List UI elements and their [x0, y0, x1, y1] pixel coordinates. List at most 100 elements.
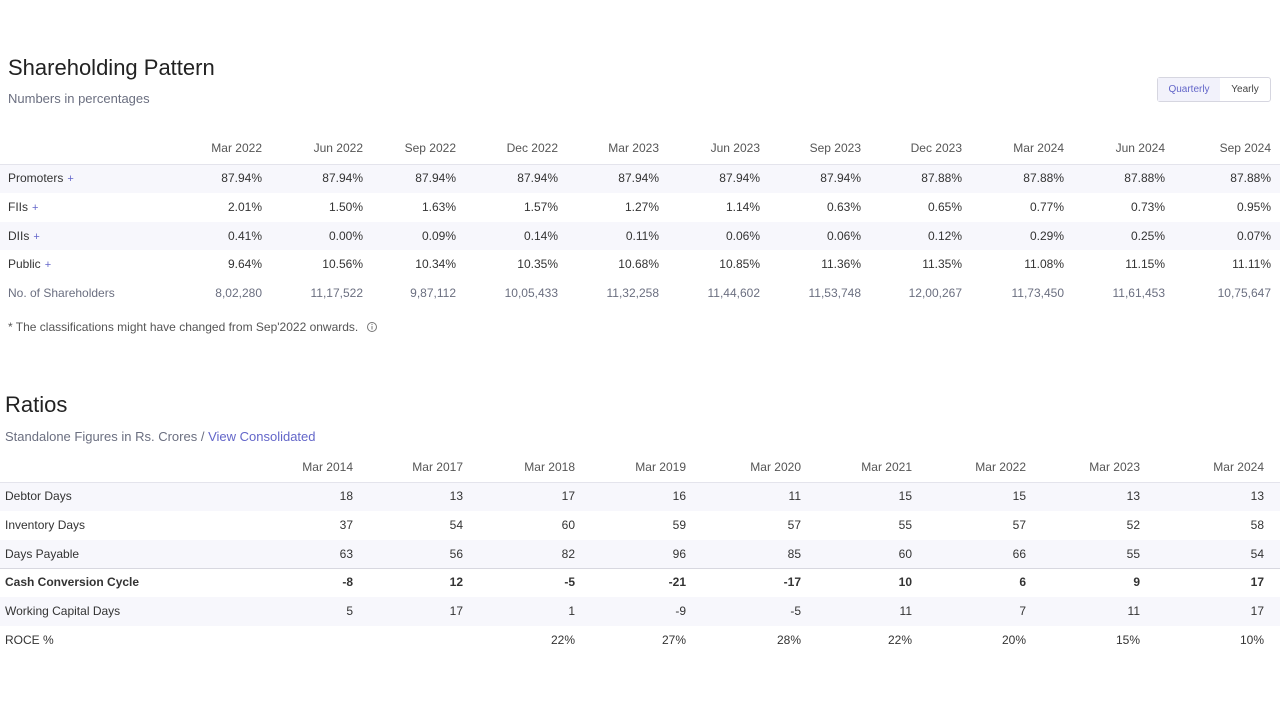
cell: 0.07%	[1236, 228, 1271, 243]
cell: 17	[1250, 604, 1264, 619]
column-header: Mar 2020	[750, 460, 801, 474]
cell: 1.50%	[328, 199, 363, 214]
cell: 87.88%	[1230, 171, 1271, 185]
cell: 10%	[1239, 633, 1264, 647]
cell: 17	[1250, 575, 1264, 590]
info-icon[interactable]	[366, 321, 378, 333]
cell: 10.56%	[322, 257, 363, 272]
cell: 10	[898, 575, 912, 590]
column-header: Sep 2023	[809, 141, 861, 155]
column-header: Mar 2021	[861, 460, 912, 474]
cell: 5	[346, 604, 353, 619]
cell: 55	[1126, 546, 1140, 561]
cell: 87.88%	[921, 171, 962, 185]
cell: 11,32,258	[606, 286, 660, 301]
cell: 0.06%	[826, 228, 861, 243]
cell: 60	[898, 546, 912, 561]
cell: 87.94%	[322, 171, 363, 185]
cell: -9	[675, 604, 686, 619]
cell: 87.88%	[1124, 171, 1165, 185]
cell: 0.09%	[421, 228, 456, 243]
cell: -5	[790, 604, 801, 619]
cell: 0.25%	[1130, 228, 1165, 243]
cell: 87.94%	[517, 171, 558, 185]
cell: 27%	[661, 633, 686, 647]
cell: 22%	[887, 633, 912, 647]
cell: 11.15%	[1125, 257, 1165, 272]
column-header: Mar 2022	[975, 460, 1026, 474]
cell: 2.01%	[227, 199, 262, 214]
row-label: Promoters +	[8, 171, 74, 185]
section-subtitle: Standalone Figures in Rs. Crores / View …	[5, 429, 316, 444]
cell: 0.29%	[1029, 228, 1064, 243]
cell: 0.77%	[1029, 199, 1064, 214]
cell: 8,02,280	[215, 286, 262, 301]
footnote: * The classifications might have changed…	[8, 320, 378, 334]
cell: 20%	[1001, 633, 1026, 647]
cell: 87.94%	[719, 171, 760, 185]
cell: 1.27%	[624, 199, 659, 214]
column-header: Sep 2024	[1219, 141, 1271, 155]
cell: 87.94%	[415, 171, 456, 185]
cell: 10.68%	[618, 257, 659, 272]
column-header: Dec 2023	[910, 141, 962, 155]
cell: 85	[787, 546, 801, 561]
cell: 1.57%	[523, 199, 558, 214]
expand-toggle[interactable]: +	[33, 230, 40, 243]
cell: 52	[1126, 517, 1140, 532]
cell: 13	[449, 489, 463, 503]
footnote-text: * The classifications might have changed…	[8, 320, 359, 334]
row-label: Inventory Days	[5, 518, 85, 532]
cell: 1	[568, 604, 575, 619]
row-background	[0, 221, 1280, 251]
column-header: Mar 2019	[635, 460, 686, 474]
cell: 11.36%	[821, 257, 861, 272]
row-label-text: Cash Conversion Cycle	[5, 575, 140, 590]
row-label: DIIs +	[8, 229, 40, 243]
cell: 57	[1012, 517, 1026, 532]
cell: 87.94%	[820, 171, 861, 185]
tab[interactable]: Quarterly	[1158, 78, 1220, 101]
link[interactable]: View Consolidated	[208, 429, 316, 444]
expand-toggle[interactable]: +	[32, 201, 39, 214]
row-label-text: Working Capital Days	[5, 604, 121, 619]
row-label-text: Inventory Days	[5, 517, 86, 532]
cell: 28%	[776, 633, 801, 647]
column-header: Mar 2023	[1089, 460, 1140, 474]
subtitle-text: Standalone Figures in Rs. Crores /	[5, 429, 205, 444]
cell: 10,75,647	[1217, 286, 1271, 301]
row-label: Debtor Days	[5, 489, 72, 503]
cell: 10.35%	[517, 257, 558, 272]
tab-group: Quarterly Yearly	[1157, 77, 1271, 102]
cell: 0.65%	[927, 199, 962, 214]
cell: 0.06%	[725, 228, 760, 243]
cell: 13	[1250, 489, 1264, 503]
cell: 11.08%	[1024, 257, 1064, 272]
cell: 87.94%	[221, 171, 262, 185]
cell: 11,73,450	[1011, 286, 1065, 301]
row-label: No. of Shareholders	[8, 286, 115, 300]
column-header: Mar 2023	[608, 141, 659, 155]
cell: 57	[787, 517, 801, 532]
row-background	[0, 164, 1280, 193]
row-label: Cash Conversion Cycle	[5, 575, 139, 589]
cell: 0.41%	[227, 228, 262, 243]
divider	[0, 482, 1280, 483]
row-label: Working Capital Days	[5, 604, 120, 618]
expand-toggle[interactable]: +	[67, 173, 74, 185]
divider	[0, 568, 1280, 570]
section-subtitle: Numbers in percentages	[8, 91, 150, 106]
cell: 0.00%	[328, 228, 363, 243]
cell: 15	[1012, 489, 1026, 503]
expand-toggle[interactable]: +	[44, 259, 52, 272]
cell: 87.94%	[618, 171, 659, 185]
tab[interactable]: Yearly	[1231, 84, 1259, 95]
cell: 12,00,267	[908, 286, 962, 301]
column-header: Mar 2014	[302, 460, 353, 474]
cell: 54	[449, 517, 463, 532]
column-header: Sep 2022	[404, 141, 456, 155]
cell: 0.73%	[1130, 199, 1165, 214]
cell: 1.63%	[421, 199, 456, 214]
row-label: FIIs +	[8, 200, 38, 214]
